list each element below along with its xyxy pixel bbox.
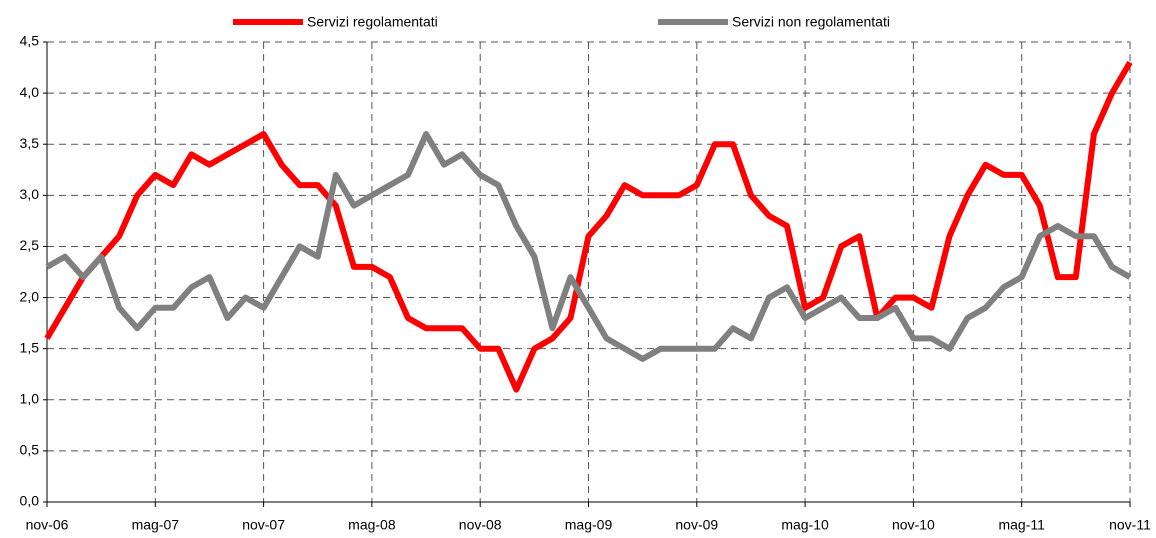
x-tick-label: nov-08 (459, 517, 502, 533)
x-tick-label: nov-09 (675, 517, 718, 533)
y-tick-label: 0,5 (20, 442, 40, 458)
x-tick-label: nov-07 (242, 517, 285, 533)
y-tick-label: 4,0 (20, 84, 40, 100)
x-tick-label: mag-08 (348, 517, 396, 533)
x-tick-label: mag-10 (781, 517, 829, 533)
y-tick-label: 4,5 (20, 33, 40, 49)
legend-label: Servizi non regolamentati (732, 14, 890, 30)
x-tick-label: mag-07 (132, 517, 180, 533)
x-tick-label: mag-11 (998, 517, 1045, 533)
y-tick-label: 2,0 (20, 288, 40, 304)
y-tick-label: 0,0 (20, 493, 40, 509)
legend-label: Servizi regolamentati (307, 14, 438, 30)
series-line (44, 60, 1133, 393)
y-tick-label: 1,0 (20, 390, 40, 406)
y-tick-label: 2,5 (20, 237, 40, 253)
y-tick-label: 1,5 (20, 339, 40, 355)
x-tick-label: nov-06 (26, 517, 69, 533)
x-tick-label: mag-09 (565, 517, 613, 533)
series-line (45, 131, 1132, 362)
y-tick-label: 3,5 (20, 135, 40, 151)
x-tick-label: nov-11 (1109, 517, 1151, 533)
y-tick-label: 3,0 (20, 186, 40, 202)
x-tick-label: nov-10 (892, 517, 935, 533)
